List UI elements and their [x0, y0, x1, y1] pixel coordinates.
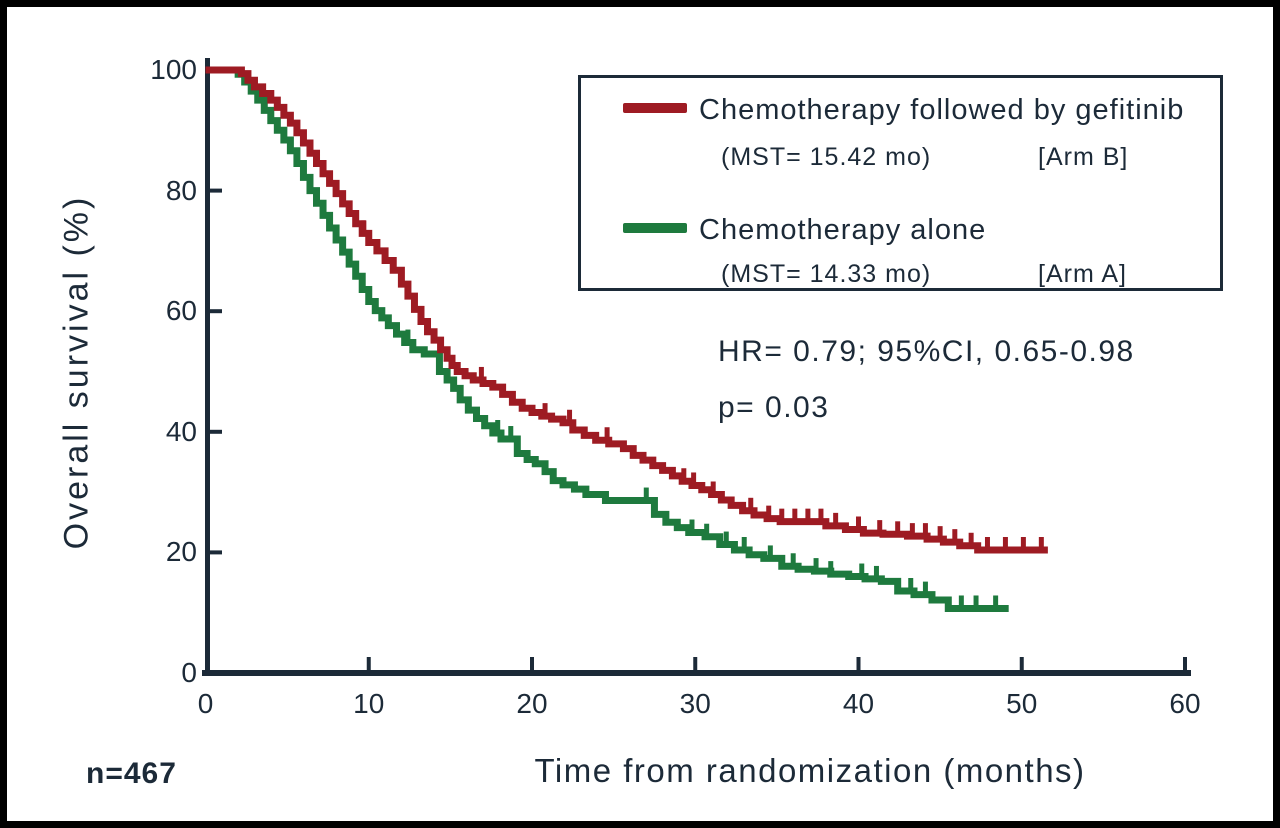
x-tick-label: 20: [516, 688, 548, 719]
hazard-ratio-annotation: HR= 0.79; 95%CI, 0.65-0.98: [718, 335, 1135, 368]
y-tick-label: 60: [165, 295, 197, 327]
y-tick-label: 20: [165, 536, 197, 568]
legend-box: Chemotherapy followed by gefitinib (MST=…: [578, 75, 1223, 291]
y-tick-label: 80: [165, 174, 197, 206]
x-tick-label: 40: [842, 688, 875, 719]
sample-size-label: n=467: [86, 757, 177, 790]
y-tick-label: 100: [150, 54, 197, 85]
survival-curve-arm-a: [205, 66, 1009, 612]
x-tick-label: 10: [353, 688, 385, 719]
legend-mst-arm-b: (MST= 15.42 mo): [721, 143, 932, 171]
p-value-annotation: p= 0.03: [718, 391, 830, 424]
legend-swatch-arm-a: [623, 223, 687, 233]
legend-arm-b-tag: [Arm B]: [1038, 143, 1129, 171]
survival-curve-arm-b: [205, 66, 1048, 554]
x-tick-label: 30: [679, 688, 711, 719]
legend-mst-arm-a: (MST= 14.33 mo): [721, 260, 932, 288]
y-tick-label: 40: [165, 415, 197, 447]
legend-swatch-arm-b: [623, 103, 687, 113]
y-tick-label: 0: [181, 657, 197, 688]
x-tick-label: 0: [197, 688, 214, 719]
legend-label-arm-b: Chemotherapy followed by gefitinib: [699, 94, 1185, 126]
x-tick-label: 50: [1006, 688, 1038, 719]
y-axis-title: Overall survival (%): [57, 194, 96, 550]
legend-arm-a-tag: [Arm A]: [1038, 260, 1127, 288]
legend-label-arm-a: Chemotherapy alone: [699, 214, 987, 246]
x-tick-label: 60: [1169, 688, 1201, 719]
x-axis-title: Time from randomization (months): [534, 752, 1086, 789]
